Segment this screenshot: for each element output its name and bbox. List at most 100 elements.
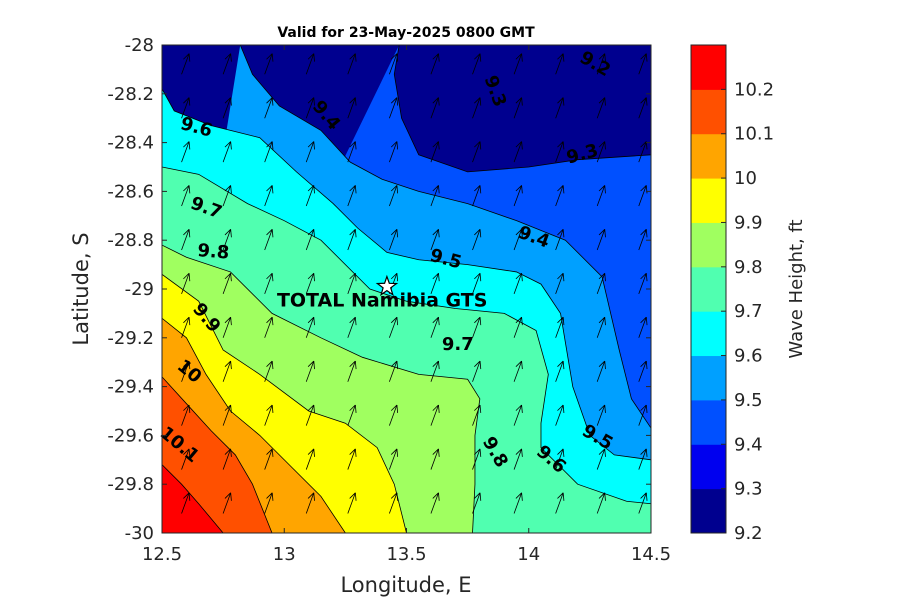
wave-vector	[389, 404, 399, 426]
y-tick-label: -29.2	[107, 328, 154, 349]
wave-vector	[222, 272, 232, 295]
wave-vector	[305, 229, 315, 251]
x-axis-label: Longitude, E	[340, 573, 471, 597]
wave-vector	[305, 448, 315, 470]
wave-vector	[347, 492, 357, 514]
wave-vector	[638, 272, 648, 295]
x-tick-label: 13	[273, 544, 296, 565]
wave-vector	[596, 97, 606, 119]
contour-label: 9.7	[442, 334, 474, 355]
colorbar-swatch	[691, 45, 726, 90]
wave-vector	[430, 97, 440, 119]
y-tick-label: -29.4	[107, 377, 154, 398]
wave-vector	[638, 360, 648, 382]
wave-vector	[555, 185, 565, 207]
wave-vector	[596, 141, 606, 163]
wave-vector	[430, 316, 440, 338]
colorbar	[691, 45, 726, 534]
colorbar-swatch	[691, 399, 726, 445]
wave-vector	[222, 316, 232, 338]
wave-vector	[472, 272, 482, 295]
colorbar-tick-label: 9.7	[734, 301, 763, 322]
wave-vector	[264, 360, 274, 382]
wave-vector	[513, 53, 523, 75]
wave-vector	[264, 448, 274, 470]
platform-star-marker	[375, 274, 399, 297]
wave-vector	[389, 360, 399, 382]
x-tick-label: 14.5	[631, 544, 671, 565]
wave-vector	[389, 185, 399, 207]
y-tick-label: -28.8	[107, 230, 154, 251]
colorbar-tick-label: 9.8	[734, 257, 763, 278]
wave-vector	[513, 229, 523, 251]
contour-line-10.1	[162, 464, 224, 533]
colorbar-tick-label: 9.4	[734, 434, 763, 455]
wave-vector	[305, 53, 315, 75]
wave-vector	[513, 448, 523, 470]
wave-vector	[596, 448, 606, 470]
wave-vector	[472, 316, 482, 338]
wave-vector	[430, 229, 440, 251]
contour-line-9.8	[162, 274, 407, 533]
wave-vector	[264, 272, 274, 295]
contour-label: 9.8	[197, 240, 231, 264]
wave-vector	[389, 316, 399, 338]
wave-vector	[430, 448, 440, 470]
y-tick-label: -28.2	[107, 84, 154, 105]
wave-vector	[638, 97, 648, 119]
wave-vector	[222, 53, 232, 75]
colorbar-tick-label: 9.9	[734, 212, 763, 233]
wave-vector	[596, 492, 606, 514]
contour-line-9.3	[393, 45, 651, 173]
band-10.1	[162, 464, 224, 533]
wave-vector	[430, 492, 440, 514]
wave-vector	[181, 185, 191, 207]
x-tick-label: 13.5	[386, 544, 426, 565]
wave-vector	[596, 404, 606, 426]
contour-line-9.9	[162, 317, 346, 533]
colorbar-tick-label: 9.3	[734, 479, 763, 500]
colorbar-swatch	[691, 133, 726, 179]
wave-vector	[596, 53, 606, 75]
wave-vector	[264, 185, 274, 207]
wave-vector	[222, 229, 232, 251]
wave-vector	[430, 141, 440, 163]
wave-vector	[472, 360, 482, 382]
wave-vector	[181, 229, 191, 251]
wave-vector	[222, 448, 232, 470]
y-axis-label: Latitude, S	[69, 232, 93, 345]
wave-vector	[596, 360, 606, 382]
wave-vector	[389, 492, 399, 514]
contour-line-9.4	[239, 45, 651, 429]
wave-vector	[181, 53, 191, 75]
wave-vector	[513, 185, 523, 207]
colorbar-swatch	[691, 311, 726, 357]
wave-vector	[555, 272, 565, 295]
wave-vector	[430, 272, 440, 295]
wave-vector	[472, 229, 482, 251]
wave-vector	[181, 492, 191, 514]
wave-vector	[472, 53, 482, 75]
wave-vector	[389, 448, 399, 470]
x-axis-ticks: 12.5 13 13.5 14 14.5	[142, 45, 671, 565]
wave-vector	[596, 272, 606, 295]
colorbar-tick-label: 9.2	[734, 523, 763, 544]
wave-vector	[264, 97, 274, 119]
wave-vector	[347, 229, 357, 251]
wave-vector	[305, 97, 315, 119]
wave-vector	[555, 97, 565, 119]
colorbar-swatch	[691, 178, 726, 223]
y-tick-label: -28.4	[107, 133, 154, 154]
wave-vector	[472, 185, 482, 207]
wave-vector	[555, 404, 565, 426]
wave-vector	[555, 360, 565, 382]
wave-vector	[181, 360, 191, 382]
filled-contour-bands	[162, 45, 651, 533]
contour-line-9.6	[162, 166, 651, 505]
wave-vector	[638, 316, 648, 338]
wave-direction-arrows	[181, 53, 648, 514]
wave-vector	[222, 492, 232, 514]
y-tick-label: -29.8	[107, 474, 154, 495]
wave-vector	[347, 141, 357, 163]
colorbar-frame	[690, 44, 727, 534]
